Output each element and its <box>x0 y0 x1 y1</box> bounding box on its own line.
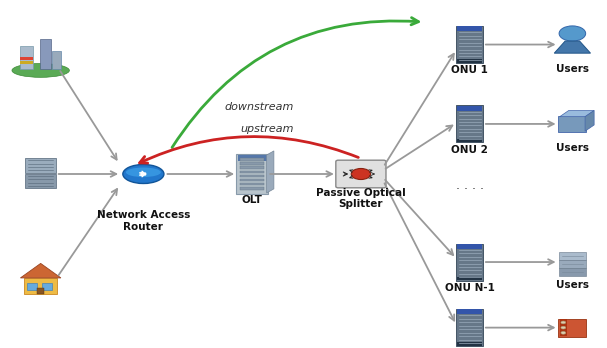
FancyBboxPatch shape <box>19 61 33 64</box>
FancyBboxPatch shape <box>25 174 56 188</box>
Ellipse shape <box>12 64 69 77</box>
FancyBboxPatch shape <box>240 183 264 185</box>
FancyBboxPatch shape <box>456 244 483 280</box>
Text: Users: Users <box>556 280 589 290</box>
FancyBboxPatch shape <box>560 319 567 336</box>
FancyBboxPatch shape <box>24 278 57 294</box>
FancyBboxPatch shape <box>240 187 264 190</box>
Polygon shape <box>21 263 61 278</box>
FancyBboxPatch shape <box>25 158 56 173</box>
FancyBboxPatch shape <box>559 260 586 268</box>
Text: Users: Users <box>556 143 589 153</box>
Text: · · · ·: · · · · <box>456 183 484 196</box>
FancyBboxPatch shape <box>558 116 586 132</box>
FancyBboxPatch shape <box>19 46 33 69</box>
FancyBboxPatch shape <box>240 162 264 165</box>
Text: ONU 1: ONU 1 <box>451 65 488 75</box>
FancyBboxPatch shape <box>457 309 483 314</box>
FancyBboxPatch shape <box>457 26 483 31</box>
FancyBboxPatch shape <box>457 139 483 142</box>
Ellipse shape <box>123 165 164 183</box>
Text: ONU N-1: ONU N-1 <box>445 283 495 293</box>
FancyBboxPatch shape <box>456 26 483 63</box>
FancyBboxPatch shape <box>240 175 264 177</box>
FancyBboxPatch shape <box>456 309 483 346</box>
Ellipse shape <box>126 167 161 177</box>
Text: upstream: upstream <box>240 124 294 134</box>
Text: Network Access
Router: Network Access Router <box>97 210 190 232</box>
Text: downstream: downstream <box>225 102 294 112</box>
Polygon shape <box>560 110 594 117</box>
FancyBboxPatch shape <box>559 252 586 260</box>
Polygon shape <box>266 151 274 193</box>
FancyBboxPatch shape <box>240 179 264 181</box>
FancyBboxPatch shape <box>457 277 483 280</box>
FancyBboxPatch shape <box>457 106 483 111</box>
Text: Users: Users <box>556 64 589 73</box>
FancyBboxPatch shape <box>37 288 44 294</box>
FancyBboxPatch shape <box>240 166 264 169</box>
Circle shape <box>561 321 566 324</box>
Ellipse shape <box>351 168 370 180</box>
FancyBboxPatch shape <box>52 52 61 69</box>
FancyBboxPatch shape <box>558 319 586 337</box>
Circle shape <box>561 326 566 329</box>
Text: ONU 2: ONU 2 <box>451 145 488 155</box>
FancyBboxPatch shape <box>237 155 266 161</box>
Text: OLT: OLT <box>242 196 263 205</box>
FancyBboxPatch shape <box>237 154 268 194</box>
FancyBboxPatch shape <box>240 158 264 160</box>
FancyBboxPatch shape <box>42 283 52 290</box>
FancyBboxPatch shape <box>457 59 483 63</box>
Circle shape <box>559 26 586 41</box>
FancyBboxPatch shape <box>559 268 586 276</box>
Polygon shape <box>585 110 594 131</box>
FancyBboxPatch shape <box>457 342 483 346</box>
Polygon shape <box>554 41 591 53</box>
FancyBboxPatch shape <box>456 105 483 142</box>
FancyBboxPatch shape <box>457 244 483 249</box>
FancyBboxPatch shape <box>19 57 33 60</box>
FancyBboxPatch shape <box>27 283 37 290</box>
Circle shape <box>561 331 566 334</box>
FancyBboxPatch shape <box>40 39 51 69</box>
FancyBboxPatch shape <box>240 171 264 173</box>
Text: Passive Optical
Splitter: Passive Optical Splitter <box>316 188 405 209</box>
FancyBboxPatch shape <box>336 160 386 188</box>
